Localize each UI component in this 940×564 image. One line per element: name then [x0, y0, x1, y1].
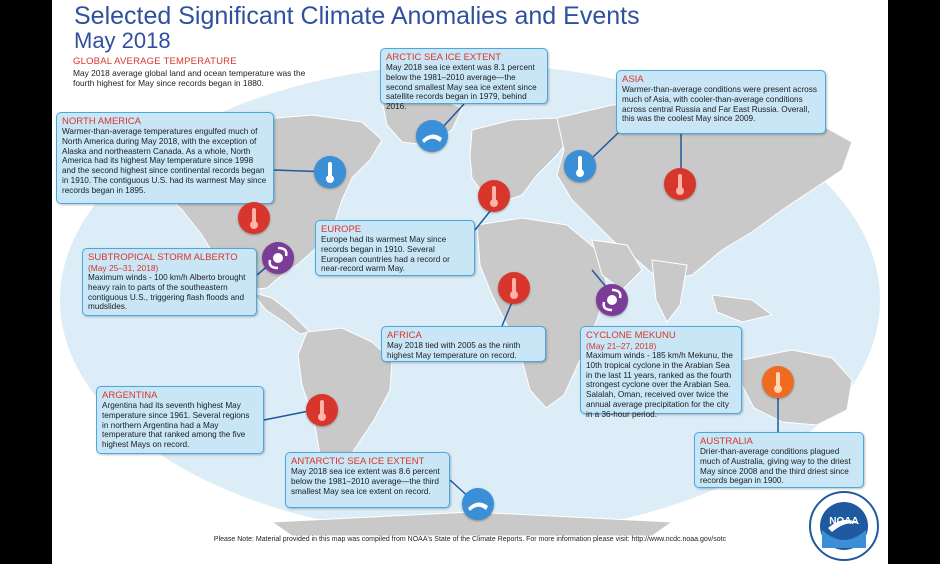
africa-text: May 2018 tied with 2005 as the ninth hig… [387, 341, 521, 360]
europe-box: EUROPE Europe had its warmest May since … [315, 220, 475, 276]
argentina-box: ARGENTINA Argentina had its seventh high… [96, 386, 264, 454]
russia-cold-icon [564, 150, 596, 182]
global-temp-text: May 2018 average global land and ocean t… [73, 68, 306, 88]
mekunu-heading: CYCLONE MEKUNU [586, 330, 676, 341]
europe-heading: EUROPE [321, 224, 362, 235]
argentina-heading: ARGENTINA [102, 390, 158, 401]
europe-warm-icon [478, 180, 510, 212]
noaa-logo-text: NOAA [829, 516, 858, 527]
australia-box: AUSTRALIA Drier-than-average conditions … [694, 432, 864, 488]
north-america-text: Warmer-than-average temperatures engulfe… [62, 127, 267, 195]
antarctic-box: ANTARCTIC SEA ICE EXTENT May 2018 sea ic… [285, 452, 450, 508]
arctic-sea-ice-icon [416, 120, 448, 152]
europe-text: Europe had its warmest May since records… [321, 235, 450, 274]
africa-box: AFRICA May 2018 tied with 2005 as the ni… [381, 326, 546, 362]
se-asia-islands [711, 294, 774, 323]
page-subtitle: May 2018 [74, 28, 171, 53]
north-america-warm-icon [238, 202, 270, 234]
mekunu-box: CYCLONE MEKUNU (May 21–27, 2018) Maximum… [580, 326, 742, 419]
india-landmass [651, 259, 688, 323]
argentina-warm-icon [306, 394, 338, 426]
mekunu-text: Maximum winds - 185 km/h Mekunu, the 10t… [586, 351, 733, 419]
asia-warm-icon [664, 168, 696, 200]
africa-warm-icon [498, 272, 530, 304]
alberto-heading: SUBTROPICAL STORM ALBERTO [88, 252, 238, 263]
australia-dry-icon [762, 366, 794, 398]
australia-heading: AUSTRALIA [700, 436, 753, 447]
alberto-cyclone-icon [262, 242, 294, 274]
alberto-text: Maximum winds - 100 km/h Alberto brought… [88, 273, 246, 312]
arabia-landmass [591, 239, 643, 291]
arctic-heading: ARCTIC SEA ICE EXTENT [386, 52, 502, 63]
north-america-heading: NORTH AMERICA [62, 116, 142, 127]
australia-text: Drier-than-average conditions plagued mu… [700, 447, 851, 486]
asia-heading: ASIA [622, 74, 644, 85]
antarctica-landmass [270, 511, 674, 536]
antarctic-sea-ice-icon [462, 488, 494, 520]
north-america-cold-icon [314, 156, 346, 188]
argentina-text: Argentina had its seventh highest May te… [102, 401, 250, 450]
asia-box: ASIA Warmer-than-average conditions were… [616, 70, 826, 134]
asia-text: Warmer-than-average conditions were pres… [622, 85, 817, 124]
arctic-box: ARCTIC SEA ICE EXTENT May 2018 sea ice e… [380, 48, 548, 111]
alberto-box: SUBTROPICAL STORM ALBERTO (May 25–31, 20… [82, 248, 257, 316]
mekunu-cyclone-icon [596, 284, 628, 316]
antarctic-heading: ANTARCTIC SEA ICE EXTENT [291, 456, 425, 467]
africa-landmass [476, 217, 608, 409]
page-title: Selected Significant Climate Anomalies a… [74, 2, 640, 30]
footer-note: Please Note: Material provided in this m… [213, 536, 727, 543]
arctic-text: May 2018 sea ice extent was 8.1 percent … [386, 63, 537, 112]
alberto-dates: (May 25–31, 2018) [88, 263, 159, 273]
mekunu-dates: (May 21–27, 2018) [586, 341, 657, 351]
africa-heading: AFRICA [387, 330, 422, 341]
global-temp-heading: GLOBAL AVERAGE TEMPERATURE [73, 56, 237, 67]
antarctic-text: May 2018 sea ice extent was 8.6 percent … [291, 467, 440, 496]
noaa-logo: NOAA [808, 490, 880, 562]
north-america-box: NORTH AMERICA Warmer-than-average temper… [56, 112, 274, 204]
infographic-page: Selected Significant Climate Anomalies a… [52, 0, 888, 564]
